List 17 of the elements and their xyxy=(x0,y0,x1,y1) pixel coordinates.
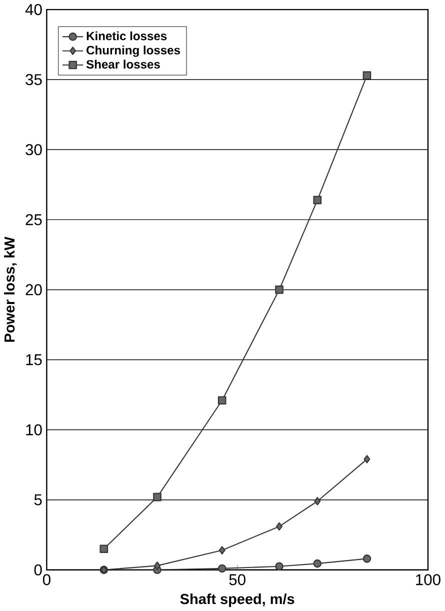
y-tick-label: 0 xyxy=(34,564,42,576)
y-axis-title: Power loss, kW xyxy=(4,236,17,342)
y-tick-label: 10 xyxy=(26,424,42,436)
legend-label: Kinetic losses xyxy=(86,31,167,40)
x-tick-label: 100 xyxy=(416,574,440,586)
y-tick-label: 25 xyxy=(26,214,42,226)
legend-label: Churning losses xyxy=(86,46,180,57)
y-tick-label: 35 xyxy=(26,74,42,86)
x-tick-label: 50 xyxy=(229,574,246,586)
y-tick-label: 30 xyxy=(26,144,42,156)
x-axis-title: Shaft speed, m/s xyxy=(180,594,294,607)
y-tick-label: 40 xyxy=(25,4,42,16)
y-tick-label: 15 xyxy=(26,354,42,366)
y-tick-label: 5 xyxy=(34,494,42,506)
x-tick-label: 0 xyxy=(42,574,50,586)
y-tick-label: 20 xyxy=(26,284,42,296)
legend-label: Shear losses xyxy=(86,60,160,69)
